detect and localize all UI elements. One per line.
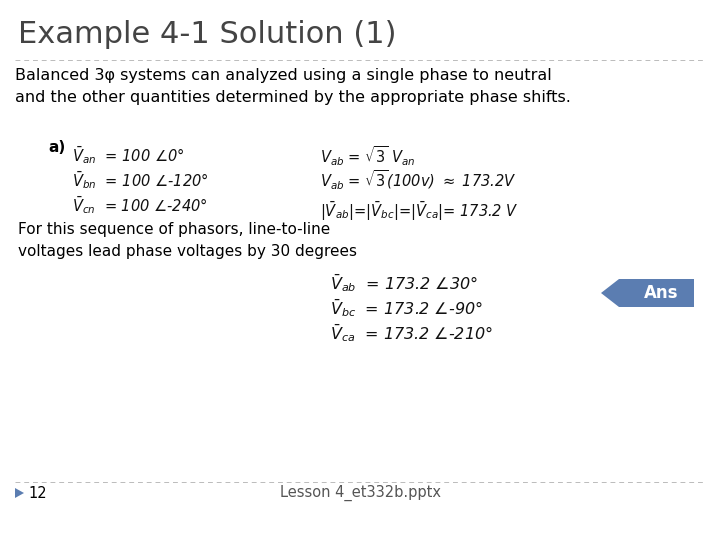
Text: $\bar{V}_{ab}$  = 173.2 $\angle$30°: $\bar{V}_{ab}$ = 173.2 $\angle$30° <box>330 272 478 294</box>
Text: $\bar{V}_{bn}$  = 100 $\angle$-120°: $\bar{V}_{bn}$ = 100 $\angle$-120° <box>72 169 209 191</box>
Text: $V_{ab}$ = $\sqrt{3}$ $V_{an}$: $V_{ab}$ = $\sqrt{3}$ $V_{an}$ <box>320 144 415 167</box>
Text: 12: 12 <box>28 485 47 501</box>
Text: $\bar{V}_{ca}$  = 173.2 $\angle$-210°: $\bar{V}_{ca}$ = 173.2 $\angle$-210° <box>330 322 493 344</box>
Text: Lesson 4_et332b.pptx: Lesson 4_et332b.pptx <box>279 485 441 501</box>
Text: $\bar{V}_{bc}$  = 173.2 $\angle$-90°: $\bar{V}_{bc}$ = 173.2 $\angle$-90° <box>330 297 483 319</box>
Text: Ans: Ans <box>644 284 679 302</box>
Text: $V_{ab}$ = $\sqrt{3}$(100v) $\approx$ 173.2V: $V_{ab}$ = $\sqrt{3}$(100v) $\approx$ 17… <box>320 169 516 192</box>
Text: |$\bar{V}_{ab}$|=|$\bar{V}_{bc}$|=|$\bar{V}_{ca}$|= 173.2 V: |$\bar{V}_{ab}$|=|$\bar{V}_{bc}$|=|$\bar… <box>320 200 518 223</box>
Polygon shape <box>15 488 24 498</box>
Text: a): a) <box>48 140 66 155</box>
Text: $\bar{V}_{cn}$  = 100 $\angle$-240°: $\bar{V}_{cn}$ = 100 $\angle$-240° <box>72 194 207 216</box>
Text: For this sequence of phasors, line-to-line
voltages lead phase voltages by 30 de: For this sequence of phasors, line-to-li… <box>18 222 357 259</box>
Text: Balanced 3φ systems can analyzed using a single phase to neutral
and the other q: Balanced 3φ systems can analyzed using a… <box>15 68 571 105</box>
Text: $\bar{V}_{an}$  = 100 $\angle$0°: $\bar{V}_{an}$ = 100 $\angle$0° <box>72 144 184 166</box>
Polygon shape <box>601 279 694 307</box>
Text: Example 4-1 Solution (1): Example 4-1 Solution (1) <box>18 20 397 49</box>
